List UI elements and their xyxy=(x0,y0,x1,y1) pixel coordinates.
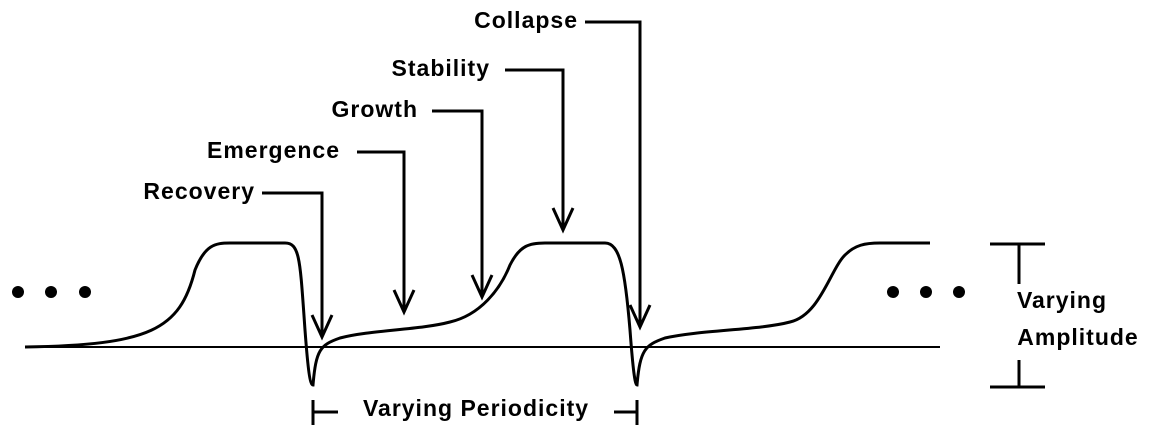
stage-label: Growth xyxy=(332,96,419,122)
pointer xyxy=(432,109,484,295)
stage-label: Emergence xyxy=(207,137,340,163)
cycle-curve xyxy=(24,241,930,387)
stage-label: Stability xyxy=(392,55,490,81)
pointer xyxy=(357,150,406,310)
amplitude-bracket xyxy=(990,242,1045,389)
ellipsis-left xyxy=(12,286,91,298)
ellipsis-right xyxy=(887,286,965,298)
arrowhead xyxy=(392,289,416,316)
arrowhead xyxy=(551,207,575,234)
amplitude-label: Varying xyxy=(1017,287,1107,313)
periodicity-bracket xyxy=(311,400,639,425)
arrowhead xyxy=(628,304,652,331)
stage-label: Collapse xyxy=(474,7,578,33)
stage-label: Recovery xyxy=(143,178,255,204)
pointer xyxy=(585,20,642,325)
amplitude-label: Amplitude xyxy=(1017,324,1138,350)
pointer xyxy=(505,68,565,228)
periodicity-label: Varying Periodicity xyxy=(363,395,589,421)
pointer xyxy=(262,191,324,335)
arrowhead xyxy=(470,274,494,301)
arrowhead xyxy=(310,314,334,341)
